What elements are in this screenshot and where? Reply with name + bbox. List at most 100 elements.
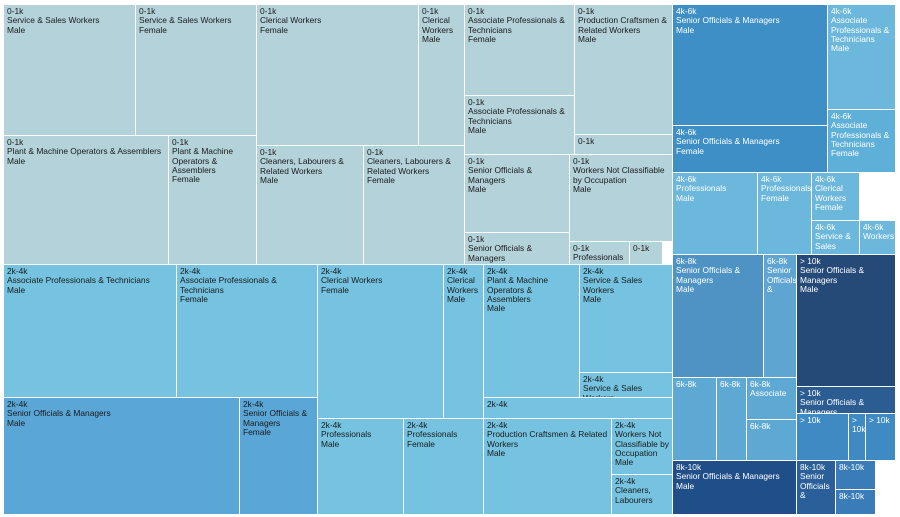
- band-label: > 10k: [869, 415, 890, 425]
- occupation-label: Senior Officials &: [800, 471, 830, 500]
- treemap-cell-4k-6k-professionals-male[interactable]: 4k-6k Professionals Male: [673, 173, 758, 255]
- occupation-label: Associate Professionals & Technicians: [7, 275, 150, 286]
- treemap-cell-10k[interactable]: > 10k: [797, 414, 849, 461]
- treemap-cell-0-1k[interactable]: 0-1k: [575, 135, 673, 155]
- treemap-cell-10k[interactable]: > 10k: [849, 414, 866, 461]
- treemap-cell-4k-6k-workers[interactable]: 4k-6k Workers: [860, 221, 896, 255]
- band-label: 6k-8k: [676, 256, 697, 266]
- band-label: 0-1k: [139, 6, 156, 16]
- treemap-cell-2k-4k-professionals-female[interactable]: 2k-4k Professionals Female: [404, 419, 484, 515]
- treemap-cell-4k-6k-clerical-workers-female[interactable]: 4k-6k Clerical Workers Female: [812, 173, 860, 221]
- band-label: 2k-4k: [615, 476, 636, 486]
- treemap-cell-0-1k-plant-machine-operators-assemblers-female[interactable]: 0-1k Plant & Machine Operators & Assemble…: [169, 136, 257, 265]
- band-label: 2k-4k: [321, 420, 342, 430]
- treemap-cell-0-1k-clerical-workers-male[interactable]: 0-1k Clerical Workers Male: [419, 5, 465, 146]
- gender-label: Male: [7, 284, 26, 295]
- treemap-cell-2k-4k-clerical-workers-female[interactable]: 2k-4k Clerical Workers Female: [318, 265, 444, 419]
- occupation-label: Workers: [863, 231, 895, 242]
- occupation-label: Cleaners, Labourers & Related Workers: [367, 156, 451, 176]
- treemap-cell-6k-8k-senior-officials[interactable]: 6k-8k Senior Officials &: [764, 255, 797, 378]
- treemap-cell-2k-4k[interactable]: 2k-4k: [484, 398, 673, 419]
- treemap-cell-4k-6k-professionals-female[interactable]: 4k-6k Professionals Female: [758, 173, 812, 255]
- treemap-cell-10k[interactable]: > 10k: [866, 414, 896, 461]
- band-label: 0-1k: [468, 6, 485, 16]
- gender-label: Male: [583, 293, 602, 304]
- treemap-cell-2k-4k-senior-officials-managers-female[interactable]: 2k-4k Senior Officials & Managers Female: [240, 398, 318, 515]
- treemap-cell-0-1k[interactable]: 0-1k: [630, 242, 663, 265]
- band-label: 2k-4k: [487, 399, 508, 409]
- treemap-cell-2k-4k-service-sales-workers-male[interactable]: 2k-4k Service & Sales Workers Male: [580, 265, 673, 373]
- treemap-cell-2k-4k-professionals-male[interactable]: 2k-4k Professionals Male: [318, 419, 404, 515]
- band-label: 4k-6k: [676, 127, 697, 137]
- treemap-cell-0-1k-service-sales-workers-male[interactable]: 0-1k Service & Sales Workers Male: [4, 5, 136, 136]
- treemap-cell-8k-10k[interactable]: 8k-10k: [836, 461, 876, 490]
- gender-label: Male: [321, 438, 340, 449]
- occupation-label: Plant & Machine Operators & Assemblers: [7, 146, 162, 157]
- band-label: 4k-6k: [761, 174, 782, 184]
- occupation-label: Professionals: [676, 183, 727, 194]
- treemap-cell-2k-4k-associate-professionals-technicians-male[interactable]: 2k-4k Associate Professionals & Technicia…: [4, 265, 177, 398]
- treemap-cell-8k-10k-senior-officials-managers-male[interactable]: 8k-10k Senior Officials & Managers Male: [673, 461, 797, 515]
- occupation-label: Cleaners, Labourers: [615, 485, 653, 505]
- treemap-cell-0-1k-cleaners-labourers-related-workers-male[interactable]: 0-1k Cleaners, Labourers & Related Worker…: [257, 146, 364, 265]
- treemap-cell-0-1k-workers-not-classifiable-by-occupation-male[interactable]: 0-1k Workers Not Classifiable by Occupati…: [570, 155, 673, 242]
- band-label: 4k-6k: [831, 6, 852, 16]
- treemap-cell-2k-4k-workers-not-classifiable-by-occupation-male[interactable]: 2k-4k Workers Not Classifiable by Occupat…: [612, 419, 673, 475]
- treemap-cell-0-1k-associate-professionals-technicians-female[interactable]: 0-1k Associate Professionals & Technician…: [465, 5, 575, 96]
- gender-label: Male: [676, 283, 695, 294]
- gender-label: Male: [468, 183, 487, 194]
- treemap-cell-8k-10k[interactable]: 8k-10k: [836, 490, 876, 515]
- treemap-cell-4k-6k-associate-professionals-technicians-female[interactable]: 4k-6k Associate Professionals & Technicia…: [828, 110, 896, 173]
- band-label: 2k-4k: [583, 266, 604, 276]
- treemap-cell-0-1k-associate-professionals-technicians-male[interactable]: 0-1k Associate Professionals & Technician…: [465, 96, 575, 155]
- band-label: 8k-10k: [676, 462, 702, 472]
- treemap-cell-6k-8k-senior-officials-managers-male[interactable]: 6k-8k Senior Officials & Managers Male: [673, 255, 764, 378]
- gender-label: Female: [468, 262, 567, 264]
- treemap-cell-10k-senior-officials-managers[interactable]: > 10k Senior Officials & Managers: [797, 387, 896, 414]
- treemap-cell-0-1k-clerical-workers-female[interactable]: 0-1k Clerical Workers Female: [257, 5, 419, 146]
- treemap-cell-4k-6k-senior-officials-managers-male[interactable]: 4k-6k Senior Officials & Managers Male: [673, 5, 828, 126]
- treemap-cell-0-1k-professionals[interactable]: 0-1k Professionals: [570, 242, 630, 265]
- band-label: 0-1k: [468, 156, 485, 166]
- treemap-cell-4k-6k-associate-professionals-technicians-male[interactable]: 4k-6k Associate Professionals & Technicia…: [828, 5, 896, 110]
- treemap-cell-2k-4k-plant-machine-operators-assemblers-male[interactable]: 2k-4k Plant & Machine Operators & Assembl…: [484, 265, 580, 398]
- treemap-cell-2k-4k-cleaners-labourers[interactable]: 2k-4k Cleaners, Labourers: [612, 475, 673, 515]
- treemap-cell-2k-4k-senior-officials-managers-male[interactable]: 2k-4k Senior Officials & Managers Male: [4, 398, 240, 515]
- band-label: 8k-10k: [800, 462, 826, 472]
- treemap-cell-0-1k-service-sales-workers-female[interactable]: 0-1k Service & Sales Workers Female: [136, 5, 257, 136]
- treemap-cell-2k-4k-clerical-workers-male[interactable]: 2k-4k Clerical Workers Male: [444, 265, 484, 419]
- treemap-cell-6k-8k-associate[interactable]: 6k-8k Associate: [747, 378, 797, 420]
- treemap-cell-8k-10k-senior-officials[interactable]: 8k-10k Senior Officials &: [797, 461, 836, 515]
- treemap-cell-0-1k-production-craftsmen-related-workers-male[interactable]: 0-1k Production Craftsmen & Related Worke…: [575, 5, 673, 135]
- treemap-cell-6k-8k[interactable]: 6k-8k: [717, 378, 747, 461]
- occupation-label: Associate Professionals & Technicians: [468, 106, 565, 126]
- band-label: 4k-6k: [815, 174, 836, 184]
- gender-label: Male: [831, 43, 850, 54]
- treemap-cell-6k-8k[interactable]: 6k-8k: [673, 378, 717, 461]
- gender-label: Female: [815, 201, 843, 212]
- occupation-label: Senior Officials & Managers: [800, 265, 865, 285]
- gender-label: Male: [800, 283, 819, 294]
- treemap-cell-0-1k-senior-officials-managers-male[interactable]: 0-1k Senior Officials & Managers Male: [465, 155, 570, 233]
- band-label: 2k-4k: [7, 399, 28, 409]
- occupation-label: Professionals: [321, 429, 372, 440]
- occupation-label: Service & Sales Workers: [7, 15, 100, 26]
- treemap-cell-0-1k-plant-machine-operators-assemblers-male[interactable]: 0-1k Plant & Machine Operators & Assemble…: [4, 136, 169, 265]
- occupation-label: Associate Professionals & Technicians: [831, 120, 890, 149]
- treemap-cell-2k-4k-associate-professionals-technicians-female[interactable]: 2k-4k Associate Professionals & Technicia…: [177, 265, 318, 398]
- occupation-label: Service & Sales Workers: [583, 275, 643, 295]
- treemap-cell-4k-6k-senior-officials-managers-female[interactable]: 4k-6k Senior Officials & Managers Female: [673, 126, 828, 173]
- treemap-cell-6k-8k[interactable]: 6k-8k: [747, 420, 797, 461]
- band-label: 8k-10k: [839, 462, 865, 472]
- treemap-cell-0-1k-cleaners-labourers-related-workers-female[interactable]: 0-1k Cleaners, Labourers & Related Worker…: [364, 146, 465, 265]
- treemap-cell-4k-6k-service-sales[interactable]: 4k-6k Service & Sales: [812, 221, 860, 255]
- gender-label: Male: [7, 155, 26, 166]
- gender-label: Male: [468, 124, 487, 135]
- treemap-cell-2k-4k-production-craftsmen-related-workers-male[interactable]: 2k-4k Production Craftsmen & Related Work…: [484, 419, 612, 515]
- treemap-cell-10k-senior-officials-managers-male[interactable]: > 10k Senior Officials & Managers Male: [797, 255, 896, 387]
- band-label: 4k-6k: [676, 174, 697, 184]
- occupation-label: Clerical Workers: [815, 183, 847, 203]
